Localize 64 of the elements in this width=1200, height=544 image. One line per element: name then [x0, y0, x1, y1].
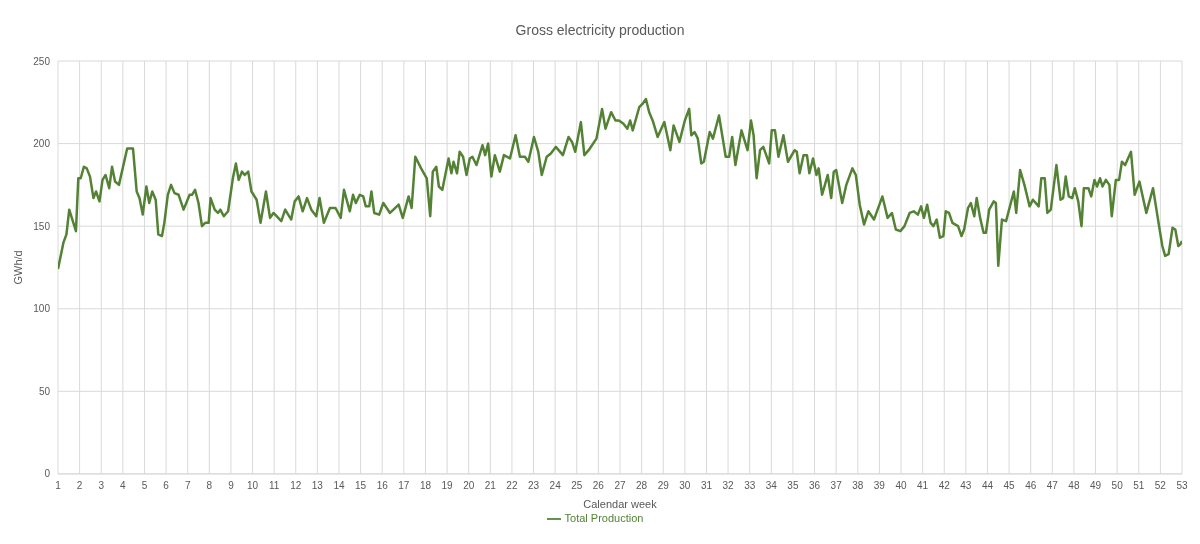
x-tick-label: 24: [549, 480, 562, 492]
y-tick-label: 250: [33, 55, 51, 67]
x-tick-label: 50: [1111, 480, 1124, 492]
y-tick-label: 0: [44, 468, 51, 480]
x-tick-label: 53: [1176, 480, 1188, 492]
x-tick-label: 34: [765, 480, 778, 492]
x-tick-label: 7: [184, 480, 191, 492]
x-tick-label: 26: [592, 480, 605, 492]
x-tick-label: 8: [206, 480, 213, 492]
y-tick-label: 200: [33, 138, 51, 150]
x-tick-label: 38: [852, 480, 864, 492]
x-tick-label: 43: [960, 480, 972, 492]
x-tick-label: 16: [376, 480, 389, 492]
x-tick-label: 39: [873, 480, 886, 492]
x-axis-title: Calendar week: [583, 497, 658, 510]
x-tick-label: 28: [636, 480, 648, 492]
x-tick-label: 36: [808, 480, 821, 492]
x-tick-label: 2: [76, 480, 83, 492]
x-tick-label: 13: [311, 480, 324, 492]
chart-title: Gross electricity production: [514, 21, 686, 40]
y-tick-label: 50: [38, 385, 51, 397]
x-tick-label: 35: [787, 480, 799, 492]
x-tick-label: 9: [228, 480, 235, 492]
x-tick-label: 14: [333, 480, 345, 492]
x-tick-label: 42: [938, 480, 951, 492]
x-tick-label: 6: [163, 480, 170, 492]
x-tick-label: 27: [614, 480, 626, 492]
y-tick-label: 150: [33, 220, 51, 232]
x-tick-label: 32: [722, 480, 735, 492]
x-tick-label: 29: [657, 480, 670, 492]
x-tick-label: 48: [1068, 480, 1080, 492]
x-tick-label: 37: [830, 480, 843, 492]
x-tick-label: 5: [141, 480, 148, 492]
y-axis-title: GWh/d: [11, 250, 24, 285]
x-tick-label: 52: [1154, 480, 1167, 492]
x-tick-label: 19: [441, 480, 454, 492]
x-tick-label: 15: [355, 480, 367, 492]
x-tick-label: 51: [1133, 480, 1145, 492]
x-tick-label: 20: [463, 480, 475, 492]
x-tick-label: 45: [1003, 480, 1016, 492]
x-tick-label: 41: [917, 480, 929, 492]
x-tick-label: 17: [398, 480, 410, 492]
x-tick-label: 4: [120, 480, 127, 492]
x-tick-label: 40: [895, 480, 907, 492]
x-tick-label: 30: [679, 480, 691, 492]
x-tick-label: 46: [1025, 480, 1037, 492]
x-tick-label: 33: [744, 480, 756, 492]
x-tick-label: 44: [981, 480, 994, 492]
y-tick-label: 100: [33, 303, 51, 315]
legend-label: Total Production: [564, 511, 644, 524]
x-tick-label: 22: [506, 480, 518, 492]
x-tick-label: 3: [98, 480, 105, 492]
x-tick-label: 47: [1046, 480, 1059, 492]
line-series: [58, 97, 1182, 271]
x-tick-label: 23: [527, 480, 540, 492]
x-tick-label: 12: [290, 480, 302, 492]
x-tick-label: 21: [484, 480, 497, 492]
x-tick-label: 1: [55, 480, 62, 492]
x-tick-label: 18: [419, 480, 432, 492]
x-tick-label: 11: [268, 480, 280, 492]
x-tick-label: 31: [700, 480, 713, 492]
x-tick-label: 49: [1089, 480, 1102, 492]
x-tick-label: 10: [246, 480, 259, 492]
x-tick-label: 25: [571, 480, 583, 492]
